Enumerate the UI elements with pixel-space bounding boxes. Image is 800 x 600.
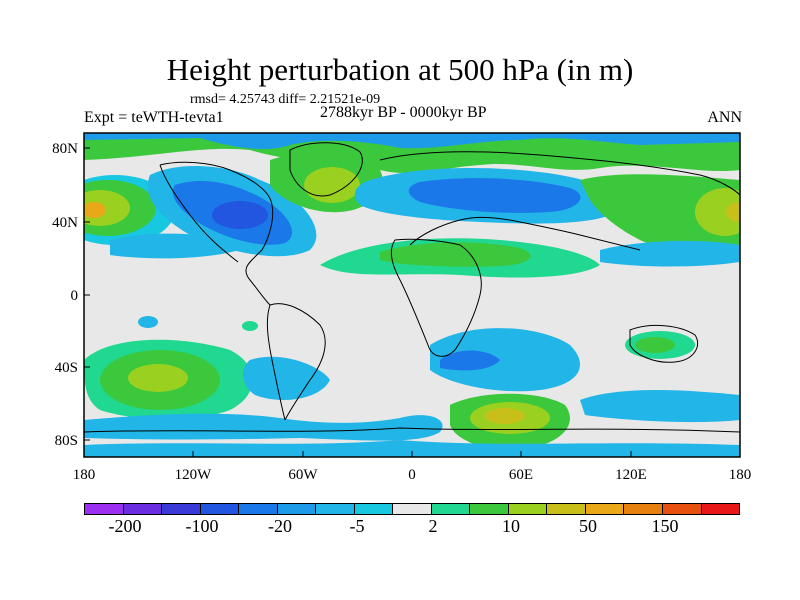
colorbar-segment xyxy=(585,504,625,514)
y-tick-label: 40S xyxy=(55,360,78,376)
colorbar-segment xyxy=(316,504,355,514)
y-tick-label: 80N xyxy=(52,141,78,157)
colorbar xyxy=(84,503,740,515)
colorbar-label: -20 xyxy=(268,516,292,536)
y-tick-label: 80S xyxy=(55,433,78,449)
colorbar-label: -5 xyxy=(349,516,365,536)
arctic-band xyxy=(84,133,740,174)
season-label: ANN xyxy=(707,109,742,126)
colorbar-segment xyxy=(200,504,240,514)
colorbar-segment xyxy=(123,504,163,514)
colorbar-segment xyxy=(162,504,201,514)
australia-positive-core xyxy=(635,337,675,353)
north-america-coast xyxy=(159,161,274,306)
x-tick-label: 180 xyxy=(73,467,96,483)
southern-ocean-negative-anomaly xyxy=(84,328,740,441)
australia-coast xyxy=(629,325,699,363)
x-axis-ticks xyxy=(83,451,741,457)
greenland-coast xyxy=(289,142,363,197)
colorbar-label: -100 xyxy=(185,516,219,536)
africa-coast xyxy=(390,238,482,357)
tropical-pacific-patch xyxy=(138,316,158,328)
plot-title: Height perturbation at 500 hPa (in m) xyxy=(166,52,634,87)
colorbar-label: -200 xyxy=(108,516,142,536)
colorbar-segment xyxy=(701,504,740,514)
y-axis-ticks xyxy=(84,147,90,441)
x-tick-label: 120W xyxy=(175,467,213,483)
colorbar-segment xyxy=(239,504,278,514)
colorbar-segment xyxy=(547,504,586,514)
stats-text: rmsd= 4.25743 diff= 2.21521e-09 xyxy=(190,92,381,107)
map-field xyxy=(84,133,740,457)
colorbar-segment xyxy=(662,504,702,514)
colorbar-label: 50 xyxy=(579,516,597,536)
colorbar-segment xyxy=(85,504,124,514)
y-tick-label: 40N xyxy=(52,215,78,231)
x-tick-label: 60W xyxy=(288,467,318,483)
colorbar-segment xyxy=(354,504,394,514)
period-label: 2788kyr BP - 0000kyr BP xyxy=(320,104,487,121)
y-tick-label: 0 xyxy=(71,288,79,304)
south-america-coast xyxy=(266,303,326,421)
asia-positive-band xyxy=(580,174,740,260)
colorbar-label: 2 xyxy=(428,516,438,536)
colorbar-segment xyxy=(624,504,663,514)
x-tick-label: 120E xyxy=(615,467,647,483)
x-tick-label: 60E xyxy=(509,467,533,483)
antarctic-band xyxy=(84,440,740,457)
colorbar-segment xyxy=(431,504,471,514)
south-pacific-positive-anomaly xyxy=(84,339,253,420)
x-tick-label: 0 xyxy=(408,467,416,483)
tropical-atlantic-patch xyxy=(242,321,258,331)
colorbar-label: 150 xyxy=(651,516,679,536)
colorbar-segment xyxy=(277,504,317,514)
greenland-positive-anomaly xyxy=(270,153,383,213)
colorbar-label: 10 xyxy=(502,516,520,536)
x-tick-labels: 180 120W 60W 0 60E 120E 180 xyxy=(73,467,752,483)
southern-indian-positive-anomaly xyxy=(450,393,570,451)
antarctica-coast xyxy=(84,427,740,433)
eurasia-negative-anomaly xyxy=(354,168,622,224)
colorbar-segment xyxy=(470,504,509,514)
x-tick-label: 180 xyxy=(729,467,752,483)
experiment-label: Expt = teWTH-tevta1 xyxy=(84,109,224,126)
colorbar-segment xyxy=(393,504,432,514)
colorbar-segment xyxy=(508,504,548,514)
y-tick-labels: 80N 40N 0 40S 80S xyxy=(52,141,78,449)
coastlines xyxy=(84,142,740,433)
eurasia-coast xyxy=(379,151,740,251)
subtropical-positive-band xyxy=(110,233,740,278)
